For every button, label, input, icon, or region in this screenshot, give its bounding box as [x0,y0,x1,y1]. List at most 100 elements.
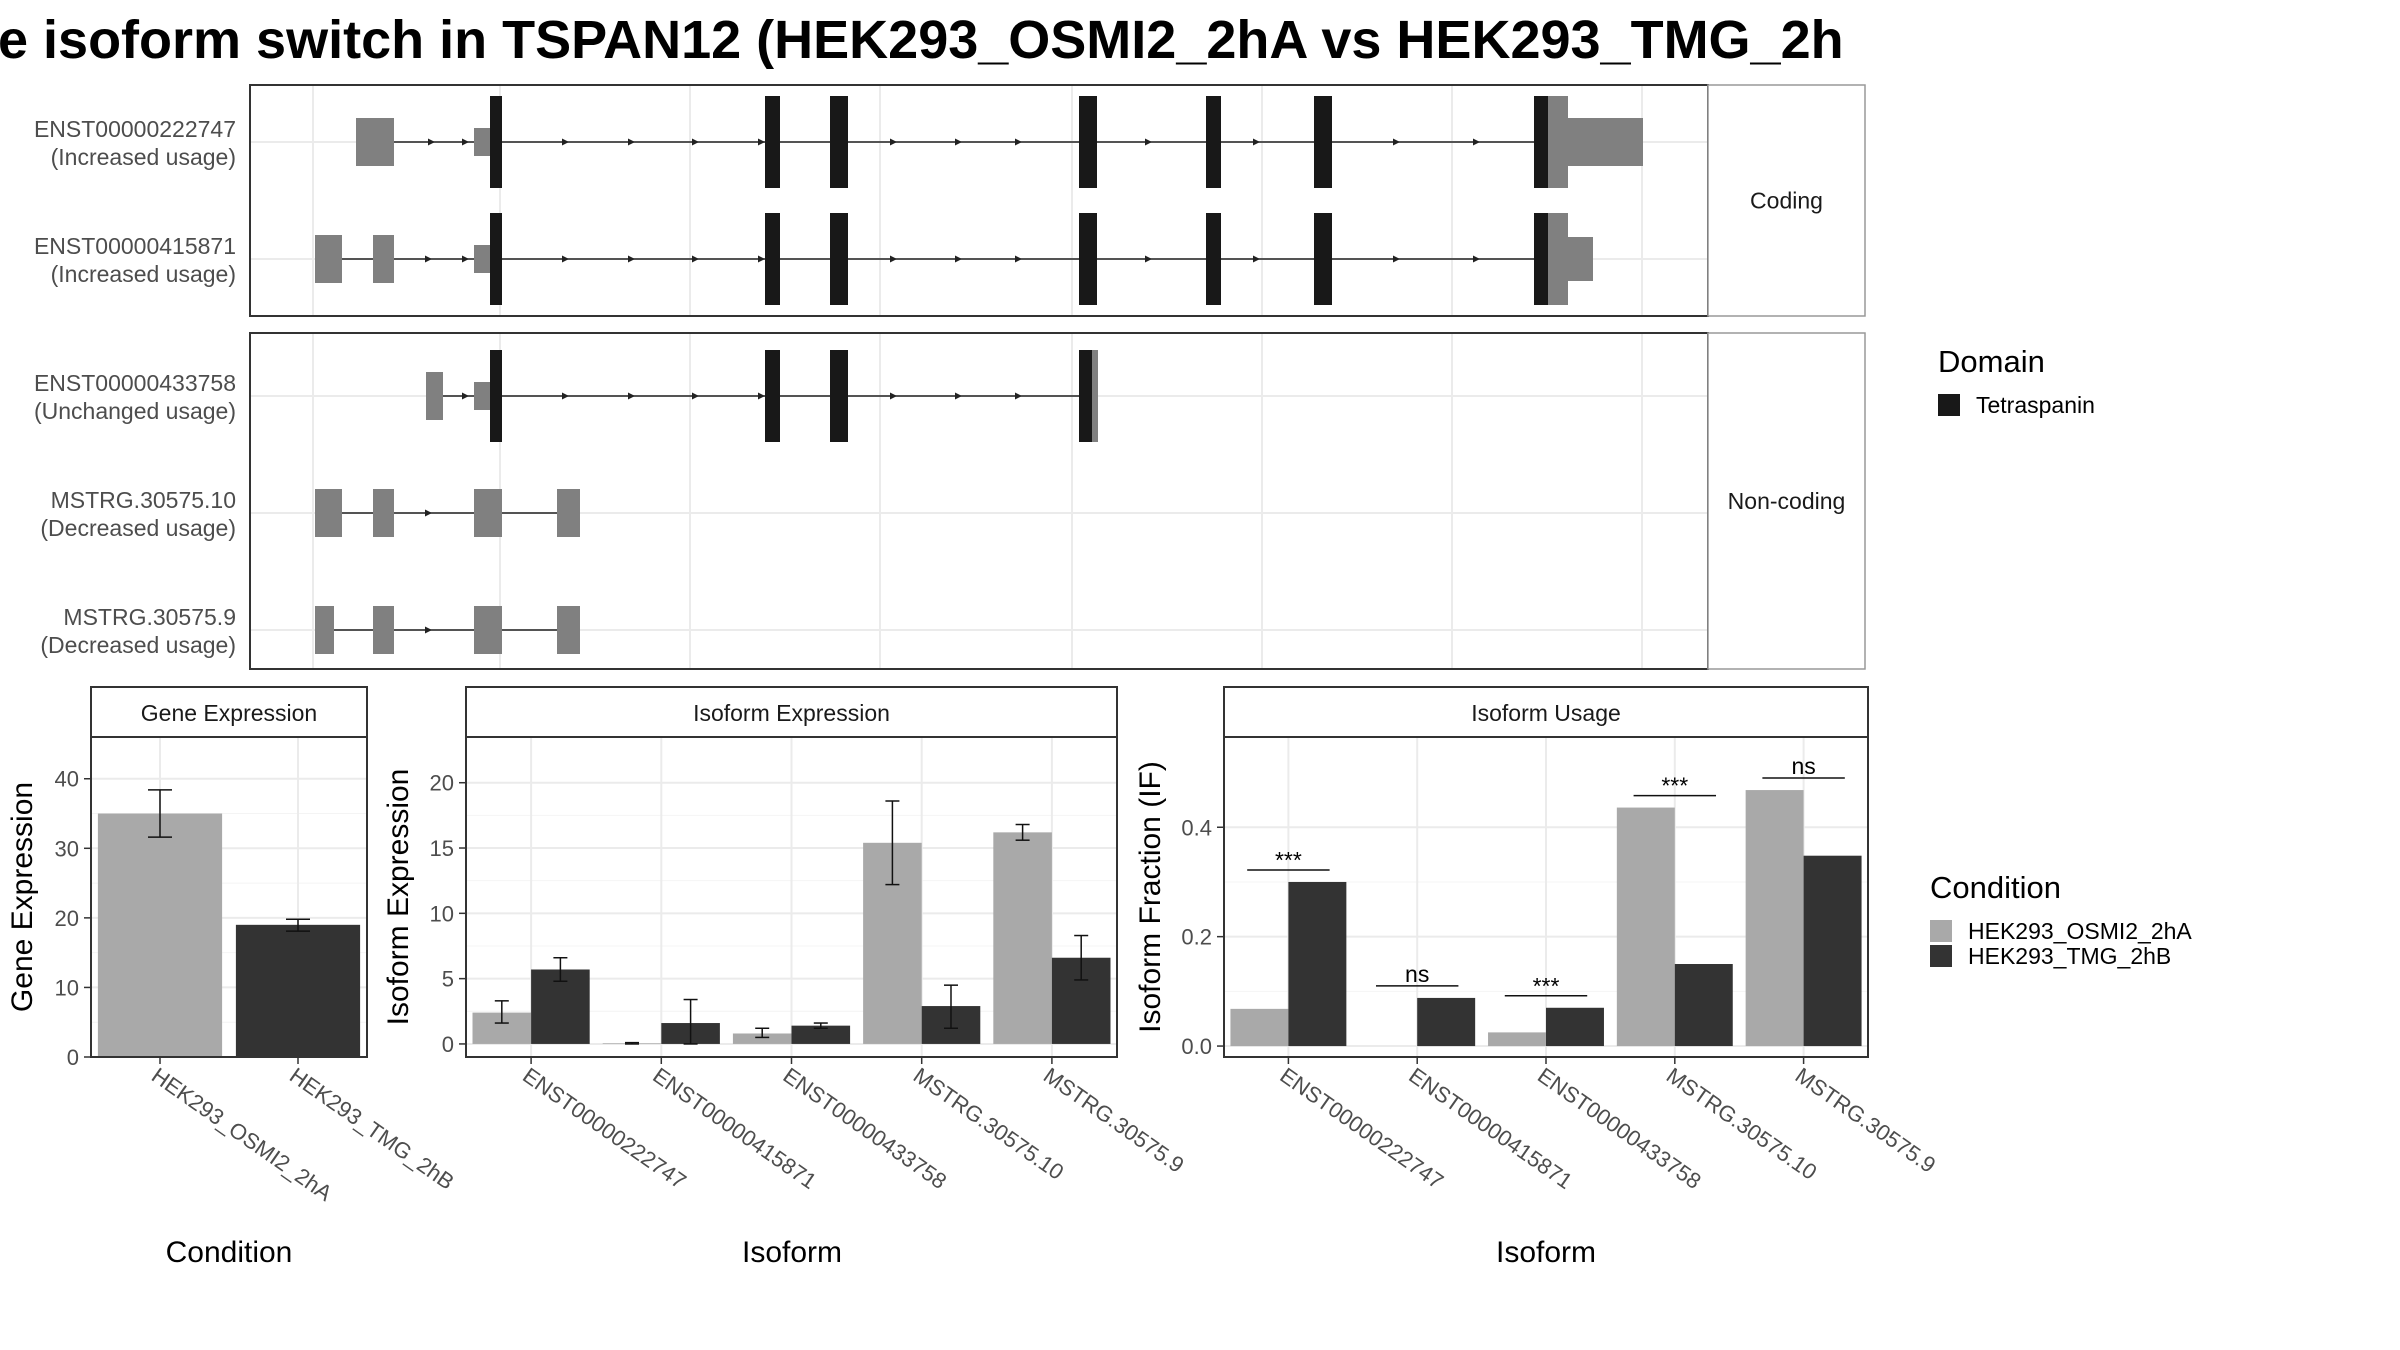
exon-cds-tetraspanin-domain [830,213,848,305]
bar-panel-strip [90,686,368,738]
intron-direction-arrow [890,392,897,400]
facet-strip [1707,332,1866,670]
bar [1546,1007,1604,1047]
intron-direction-arrow [1473,138,1480,146]
significance-label: *** [1661,773,1688,799]
exon-utr [315,489,342,537]
transcript-usage-label: (Decreased usage) [40,632,236,658]
bar [1674,964,1733,1047]
intron-direction-arrow [1253,255,1260,263]
structure-panel-bg [250,85,1708,316]
y-axis-tick-label: 0 [67,1045,79,1070]
exon-utr [1548,213,1568,305]
intron-direction-arrow [1145,255,1152,263]
intron-direction-arrow [462,255,469,263]
exon-utr [315,606,334,654]
intron-direction-arrow [955,392,962,400]
y-axis-tick-label: 5 [442,967,454,992]
x-axis-title: Isoform [1496,1236,1596,1269]
intron-direction-arrow [1145,138,1152,146]
bar [1230,1008,1289,1047]
domain-legend-key-tetraspanin [1938,394,1960,416]
exon-utr [356,118,394,166]
intron-direction-arrow [1015,392,1022,400]
exon-cds-tetraspanin-domain [1079,350,1092,442]
intron-direction-arrow [462,138,469,146]
bar [97,813,223,1057]
bar [791,1025,851,1044]
domain-legend-title: Domain [1938,344,2045,379]
intron-direction-arrow [428,138,435,146]
transcript-structure-panel: ENST00000222747(Increased usage)ENST0000… [34,84,1866,670]
exon-cds-tetraspanin-domain [765,96,780,188]
exon-cds-tetraspanin-domain [830,96,848,188]
intron-direction-arrow [628,138,635,146]
y-axis-tick-label: 20 [55,906,79,931]
intron-direction-arrow [1253,138,1260,146]
bar-panel-strip [465,686,1118,738]
y-axis-title: Isoform Expression [382,769,415,1026]
figure-title: e isoform switch in TSPAN12 (HEK293_OSMI… [0,10,1844,70]
significance-label: ns [1791,753,1815,779]
bar [235,924,361,1057]
exon-cds-tetraspanin-domain [1314,96,1332,188]
exon-utr [426,372,443,420]
exon-utr [474,606,502,654]
exon-cds-tetraspanin-domain [490,213,502,305]
y-axis-title: Gene Expression [6,782,39,1012]
x-axis-title: Isoform [742,1236,842,1269]
structure-panel-bg [250,333,1708,669]
intron-direction-arrow [462,392,469,400]
bar [732,1033,792,1044]
exon-cds-tetraspanin-domain [490,350,502,442]
intron-direction-arrow [628,392,635,400]
exon-utr [1568,118,1643,166]
significance-label: *** [1533,973,1560,999]
exon-cds-tetraspanin-domain [1206,96,1221,188]
intron-direction-arrow [1473,255,1480,263]
transcript-id-label: MSTRG.30575.9 [63,604,236,630]
bar [1803,855,1862,1047]
exon-cds-tetraspanin-domain [1079,213,1097,305]
y-axis-tick-label: 20 [430,771,454,796]
condition-legend-label-1: HEK293_OSMI2_2hA [1968,918,2192,944]
y-axis-tick-label: 40 [55,767,79,792]
intron-direction-arrow [890,255,897,263]
condition-legend-label-2: HEK293_TMG_2hB [1968,943,2171,969]
exon-cds-tetraspanin-domain [1534,96,1548,188]
intron-direction-arrow [692,392,699,400]
facet-strip-label: Coding [1750,188,1823,214]
y-axis-tick-label: 15 [430,836,454,861]
exon-utr [474,128,490,156]
exon-utr [1092,350,1098,442]
intron-direction-arrow [1015,138,1022,146]
bar-panel-strip [1223,686,1869,738]
transcript-id-label: ENST00000222747 [34,116,236,142]
exon-cds-tetraspanin-domain [765,350,780,442]
y-axis-tick-label: 30 [55,836,79,861]
bar [1488,1032,1546,1047]
exon-cds-tetraspanin-domain [1534,213,1548,305]
domain-legend: Domain Tetraspanin [1938,344,2095,418]
intron-direction-arrow [562,255,569,263]
condition-legend-key-2 [1930,945,1952,967]
significance-label: ns [1405,961,1429,987]
exon-cds-tetraspanin-domain [1314,213,1332,305]
bar [1745,790,1804,1047]
exon-utr [373,235,394,283]
transcript-id-label: ENST00000433758 [34,370,236,396]
bar [1616,807,1675,1047]
bar-panel-title: Isoform Expression [693,700,890,726]
domain-legend-label-tetraspanin: Tetraspanin [1976,392,2095,418]
intron-direction-arrow [562,392,569,400]
facet-strip-label: Non-coding [1728,488,1846,514]
exon-utr [373,606,394,654]
exon-utr [474,245,490,273]
bar-panel-title: Gene Expression [141,700,317,726]
exon-cds-tetraspanin-domain [1079,96,1097,188]
condition-legend-title: Condition [1930,870,2061,905]
y-axis-tick-label: 0.2 [1181,925,1212,950]
bar [1417,997,1476,1047]
intron-direction-arrow [562,138,569,146]
